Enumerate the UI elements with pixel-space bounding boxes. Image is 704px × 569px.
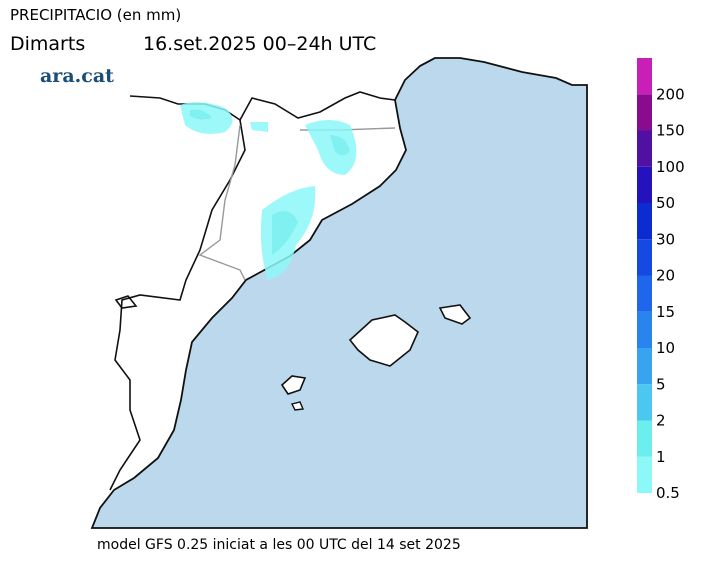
legend-swatch — [637, 384, 652, 421]
title: PRECIPITACIO (en mm) — [10, 6, 181, 24]
legend-label: 0.5 — [656, 484, 680, 502]
legend-label: 150 — [656, 122, 685, 140]
ibiza — [280, 375, 307, 395]
legend-label: 20 — [656, 267, 675, 285]
precip — [180, 102, 357, 280]
legend-label: 2 — [656, 412, 666, 430]
formentera — [290, 401, 305, 411]
legend-label: 5 — [656, 375, 666, 393]
legend-label: 50 — [656, 194, 675, 212]
legend-label: 1 — [656, 448, 666, 466]
footer: model GFS 0.25 iniciat a les 00 UTC del … — [97, 537, 461, 553]
legend-swatch — [637, 58, 652, 95]
legend-swatch — [637, 239, 652, 276]
legend: 0.5 1 2 5 10 15 20 30 50 100 150 200 — [637, 58, 685, 502]
legend-swatch — [637, 456, 652, 493]
brand: ara.cat — [40, 65, 114, 87]
legend-swatch — [637, 130, 652, 167]
legend-swatch — [637, 203, 652, 240]
sea — [90, 57, 588, 529]
map — [90, 57, 588, 529]
legend-swatch — [637, 166, 652, 203]
legend-swatch — [637, 348, 652, 385]
west-border — [109, 119, 246, 491]
legend-swatch — [637, 275, 652, 312]
legend-label: 200 — [656, 85, 685, 103]
legend-label: 100 — [656, 158, 685, 176]
legend-swatch — [637, 94, 652, 131]
day: Dimarts — [10, 33, 85, 55]
legend-label: 10 — [656, 339, 675, 357]
menorca — [438, 304, 472, 325]
coast-north — [114, 57, 436, 309]
legend-swatch — [637, 311, 652, 348]
legend-label: 30 — [656, 230, 675, 248]
legend-label: 15 — [656, 303, 675, 321]
mallorca — [348, 314, 419, 367]
legend-swatch — [637, 420, 652, 457]
date: 16.set.2025 00–24h UTC — [143, 33, 376, 55]
pyrenees-border — [129, 91, 396, 122]
